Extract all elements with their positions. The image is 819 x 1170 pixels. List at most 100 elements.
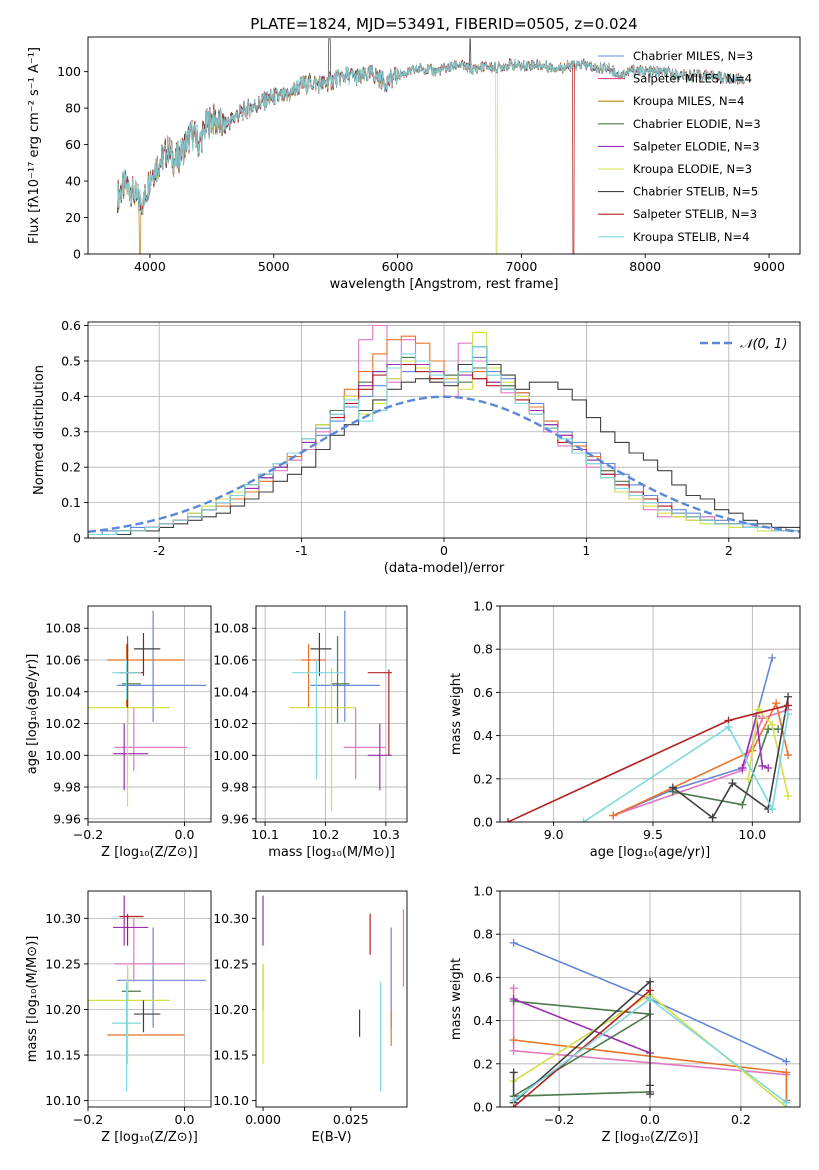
- weight-vs-age-plot-area: [503, 653, 793, 822]
- weight-vs-age-point-marker: [784, 792, 793, 801]
- gaussian-reference-curve: [88, 395, 800, 533]
- spectrum-legend-label: Chabrier MILES, N=3: [633, 49, 753, 63]
- spectrum-legend-label: Kroupa STELIB, N=4: [633, 230, 750, 244]
- spectrum-ytick-label: 40: [65, 174, 81, 189]
- age-vs-mass-ytick-label: 10.04: [213, 684, 249, 699]
- age-vs-mass-frame: [255, 605, 408, 823]
- mass-vs-Z-ylabel: mass [log₁₀(M/M⊙)]: [25, 936, 40, 1063]
- residuals-xtick-label: -1: [295, 543, 307, 558]
- residuals-xtick-label: 2: [725, 543, 733, 558]
- age-vs-mass-ytick-label: 10.02: [213, 716, 249, 731]
- spectrum-legend-label: Kroupa ELODIE, N=3: [633, 162, 752, 176]
- residuals-xtick-label: 0: [440, 543, 448, 558]
- weight-vs-age-point-marker: [738, 800, 747, 809]
- residual-histogram: [88, 346, 800, 538]
- weight-vs-age-point-marker: [774, 725, 783, 734]
- weight-vs-age-point-marker: [768, 653, 777, 662]
- age-vs-Z-ytick-label: 10.02: [45, 716, 81, 731]
- weight-vs-age-point-marker: [768, 720, 777, 729]
- age-vs-mass-xlabel: mass [log₁₀(M/M⊙)]: [268, 845, 395, 860]
- weight-vs-age-point-marker: [764, 725, 773, 734]
- residuals-ytick-label: 0.3: [61, 424, 81, 439]
- weight-vs-Z-ytick-label: 0.6: [473, 970, 493, 985]
- mass-vs-Z-xlabel: Z [log₁₀(Z/Z⊙)]: [101, 1130, 198, 1145]
- weight-vs-Z-xtick-label: 0.2: [731, 1112, 751, 1127]
- age-vs-Z-xlabel: Z [log₁₀(Z/Z⊙)]: [101, 845, 198, 860]
- residuals-ytick-label: 0: [73, 531, 81, 546]
- weight-vs-Z-point-marker: [782, 1098, 791, 1107]
- spectrum-panel: 4000 5000 6000 7000 8000 9000 0 20 40 60 80 100 wave…: [27, 36, 801, 292]
- weight-vs-Z-point-marker: [509, 1046, 518, 1055]
- weight-vs-age-ytick-label: 1.0: [473, 599, 493, 614]
- age-vs-Z-panel: −0.2 0.0 9.96 9.98 10.00 10.02 10.04 10.06 10.08…: [25, 605, 212, 860]
- weight-vs-Z-ytick-label: 0.8: [473, 927, 493, 942]
- spectrum-series-line: [117, 58, 745, 254]
- weight-vs-Z-ytick-label: 0.0: [473, 1100, 493, 1115]
- weight-vs-Z-point-marker: [782, 1057, 791, 1066]
- mass-vs-Z-xtick-label: 0.0: [175, 1112, 195, 1127]
- weight-vs-age-ytick-label: 0.2: [473, 771, 493, 786]
- age-vs-mass-panel: 10.1 10.2 10.3 9.96 9.98 10.00 10.02 10.04 10.06…: [213, 605, 408, 860]
- weight-vs-age-xtick-label: 10.0: [738, 827, 766, 842]
- age-vs-Z-ytick-label: 9.96: [53, 811, 81, 826]
- weight-vs-Z-point-marker: [509, 984, 518, 993]
- mass-vs-EBV-ytick-label: 10.15: [213, 1048, 249, 1063]
- age-vs-mass-ytick-label: 9.98: [221, 780, 249, 795]
- age-vs-mass-ytick-label: 10.00: [213, 748, 249, 763]
- weight-vs-Z-point-marker: [646, 1090, 654, 1099]
- weight-vs-Z-xtick-label: 0.0: [640, 1112, 660, 1127]
- weight-vs-age-point-marker: [758, 714, 767, 723]
- age-vs-Z-plot-area: [88, 610, 207, 807]
- weight-vs-age-xtick-label: 9.0: [544, 827, 564, 842]
- mass-vs-EBV-ytick-label: 10.20: [213, 1002, 249, 1017]
- age-vs-Z-ylabel: age [log₁₀(age/yr)]: [25, 654, 40, 775]
- age-vs-Z-xtick-label: 0.0: [175, 827, 195, 842]
- mass-vs-Z-panel: −0.2 0.0 10.10 10.15 10.20 10.25 10.30 Z [log₁₀…: [25, 890, 212, 1145]
- spectrum-legend-label: Chabrier ELODIE, N=3: [633, 117, 761, 131]
- weight-vs-Z-series-line: [513, 989, 651, 1107]
- spectrum-ytick-label: 0: [73, 247, 81, 262]
- spectrum-legend-label: Salpeter STELIB, N=3: [633, 207, 757, 221]
- age-vs-Z-ytick-label: 10.00: [45, 748, 81, 763]
- spectrum-xlabel: wavelength [Angstrom, rest frame]: [330, 277, 559, 292]
- mass-vs-EBV-panel: 0.000 0.025 10.10 10.15 10.20 10.25 10.30 E(B-V…: [213, 890, 408, 1145]
- weight-vs-Z-point-marker: [509, 1036, 518, 1045]
- spectrum-title: PLATE=1824, MJD=53491, FIBERID=0505, z=0…: [250, 15, 637, 33]
- residuals-legend-label: 𝒩(0, 1): [740, 337, 787, 352]
- age-vs-mass-xtick-label: 10.1: [251, 827, 279, 842]
- mass-vs-Z-plot-area: [88, 895, 207, 1092]
- age-vs-Z-ytick-label: 10.08: [45, 621, 81, 636]
- weight-vs-Z-ytick-label: 1.0: [473, 884, 493, 899]
- weight-vs-Z-panel: −0.2 0.0 0.2 0.0 0.2 0.4 0.6 0.8 1.0 Z [log₁₀(Z/Z…: [449, 884, 801, 1145]
- weight-vs-Z-xlabel: Z [log₁₀(Z/Z⊙)]: [602, 1130, 699, 1145]
- mass-vs-Z-ytick-label: 10.30: [45, 911, 81, 926]
- age-vs-mass-xtick-label: 10.3: [372, 827, 400, 842]
- weight-vs-age-point-marker: [758, 761, 767, 770]
- weight-vs-age-point-marker: [503, 818, 512, 822]
- weight-vs-age-point-marker: [772, 699, 781, 708]
- spectrum-legend-label: Salpeter ELODIE, N=3: [633, 139, 760, 153]
- weight-vs-age-point-marker: [728, 779, 737, 788]
- weight-vs-age-point-marker: [609, 811, 618, 820]
- age-vs-mass-plot-area: [289, 610, 392, 811]
- weight-vs-age-ylabel: mass weight: [449, 673, 464, 755]
- weight-vs-Z-plot-area: [509, 938, 791, 1107]
- spectrum-xtick-label: 5000: [258, 259, 290, 274]
- weight-vs-age-xlabel: age [log₁₀(age/yr)]: [590, 845, 711, 860]
- spectrum-ytick-label: 60: [65, 137, 81, 152]
- spectrum-legend-label: Salpeter MILES, N=4: [633, 72, 752, 86]
- age-vs-mass-ytick-label: 9.96: [221, 811, 249, 826]
- mass-vs-Z-ytick-label: 10.10: [45, 1093, 81, 1108]
- mass-vs-EBV-xtick-label: 0.025: [333, 1112, 369, 1127]
- age-vs-mass-ytick-label: 10.08: [213, 621, 249, 636]
- weight-vs-age-point-marker: [764, 764, 773, 772]
- mass-vs-Z-ytick-label: 10.25: [45, 956, 81, 971]
- weight-vs-age-ytick-label: 0.0: [473, 815, 493, 830]
- spectrum-ytick-label: 100: [57, 64, 81, 79]
- weight-vs-age-point-marker: [579, 818, 588, 822]
- spectrum-xtick-label: 7000: [505, 259, 537, 274]
- weight-vs-Z-ytick-label: 0.4: [473, 1013, 493, 1028]
- weight-vs-Z-point-marker: [646, 986, 654, 995]
- spectrum-xtick-label: 9000: [753, 259, 785, 274]
